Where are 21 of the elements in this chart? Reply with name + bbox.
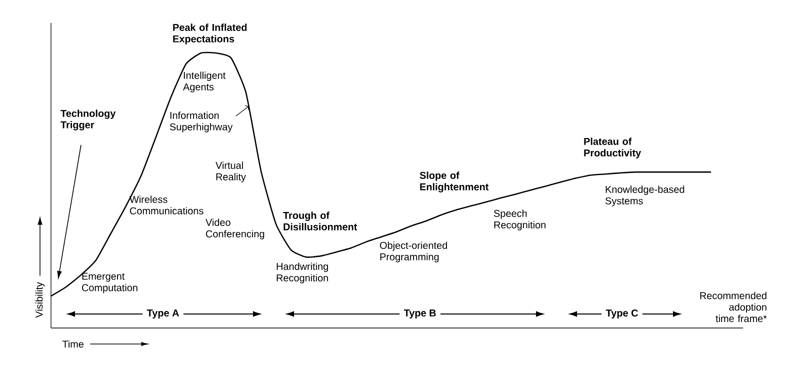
annotation: Recommended adoption time frame*	[700, 292, 767, 322]
y-axis-title: Visibility	[35, 282, 45, 318]
annotation: Type A	[146, 310, 179, 318]
annotation: Technology Trigger	[60, 110, 116, 130]
annotation: Type B	[404, 310, 436, 318]
annotation: Wireless Communications	[130, 196, 204, 214]
annotation: Trough of Disillusionment	[283, 212, 358, 230]
text: Peak of Inflated Expectations	[173, 24, 247, 44]
annotation: Type C	[606, 309, 638, 319]
annotation: Virtual Reality	[216, 162, 246, 182]
annotation: Intelligent Agents	[183, 72, 226, 92]
x-axis-title: Time	[62, 340, 84, 348]
annotation: Speech Recognition	[494, 210, 546, 230]
annotation: Object-oriented Programming	[380, 242, 447, 262]
annotation: Video Conferencing	[206, 218, 264, 240]
annotation: Slope of Enlightenment	[420, 172, 489, 192]
annotation: Information Superhighway	[170, 112, 233, 132]
annotation: Plateau of Productivity	[584, 138, 642, 158]
annotation: Emergent Computation	[82, 272, 138, 294]
annotation: Knowledge-based Systems	[605, 186, 684, 206]
annotation: Handwriting Recognition	[276, 262, 328, 284]
